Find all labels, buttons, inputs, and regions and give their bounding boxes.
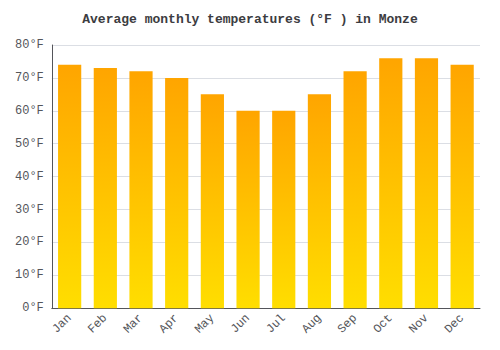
svg-text:20°F: 20°F bbox=[15, 235, 44, 249]
svg-text:30°F: 30°F bbox=[15, 203, 44, 217]
svg-text:Dec: Dec bbox=[442, 311, 467, 336]
svg-text:40°F: 40°F bbox=[15, 170, 44, 184]
svg-text:Jun: Jun bbox=[228, 311, 253, 336]
svg-text:0°F: 0°F bbox=[22, 301, 44, 315]
svg-text:Average monthly temperatures (: Average monthly temperatures (°F ) in Mo… bbox=[82, 12, 418, 27]
svg-text:60°F: 60°F bbox=[15, 104, 44, 118]
svg-text:May: May bbox=[192, 311, 217, 336]
svg-text:10°F: 10°F bbox=[15, 268, 44, 282]
svg-text:Apr: Apr bbox=[156, 311, 181, 336]
svg-text:Sep: Sep bbox=[335, 311, 360, 336]
svg-text:70°F: 70°F bbox=[15, 71, 44, 85]
svg-text:Jul: Jul bbox=[264, 311, 289, 336]
svg-text:Feb: Feb bbox=[85, 311, 110, 336]
svg-text:Jan: Jan bbox=[49, 311, 74, 336]
svg-text:Oct: Oct bbox=[371, 311, 396, 336]
svg-text:Mar: Mar bbox=[121, 311, 146, 336]
svg-text:Nov: Nov bbox=[406, 311, 431, 336]
svg-text:Aug: Aug bbox=[299, 311, 324, 336]
svg-text:80°F: 80°F bbox=[15, 38, 44, 52]
svg-text:50°F: 50°F bbox=[15, 137, 44, 151]
